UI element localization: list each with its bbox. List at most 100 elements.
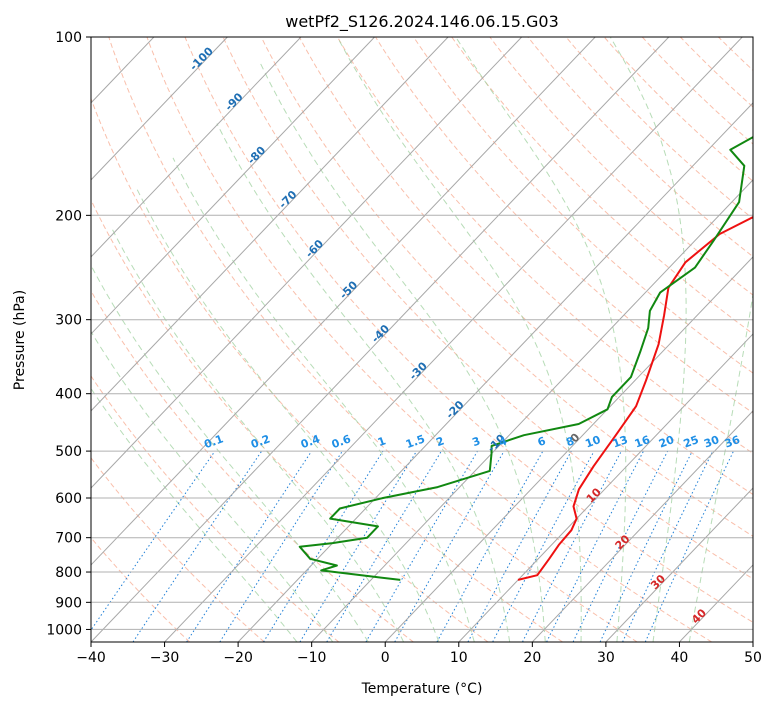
mixing-ratio-label: 1.5 (404, 432, 427, 451)
y-tick-label: 700 (55, 531, 82, 547)
dry-adiabat (375, 37, 753, 414)
mixing-ratio-label: 6 (536, 434, 548, 449)
moist-adiabat (91, 387, 298, 642)
mixing-ratio-label: 30 (702, 433, 721, 451)
y-tick-label: 600 (55, 491, 82, 507)
mixing-ratio-label: 16 (633, 433, 652, 451)
isotherm (531, 410, 753, 642)
plot-background (91, 37, 753, 642)
moist-adiabat (136, 187, 440, 642)
isotherm (237, 102, 753, 642)
temperature-line (517, 216, 753, 581)
y-tick-label: 300 (55, 313, 82, 329)
isotherm (605, 487, 753, 642)
dry-adiabat (527, 37, 753, 258)
dry-adiabat (91, 198, 489, 642)
x-tick-label: 30 (597, 650, 615, 666)
mixing-ratio-line (219, 450, 343, 642)
y-tick-label: 400 (55, 387, 82, 403)
dry-adiabat (641, 37, 753, 145)
moist-adiabat (688, 291, 753, 642)
isotherm (91, 37, 523, 489)
mixing-ratio-label: 0.2 (249, 432, 272, 451)
mixing-ratio-label: 10 (583, 433, 602, 451)
dry-adiabat (260, 37, 753, 537)
mixing-ratio-label: 0.1 (202, 432, 225, 451)
mixing-ratio-label: 4 (497, 434, 509, 449)
isotherm (384, 256, 753, 642)
isotherm (91, 37, 228, 181)
chart-title: wetPf2_S126.2024.146.06.15.G03 (285, 12, 559, 32)
x-tick-label: 10 (450, 650, 468, 666)
dry-adiabat (336, 37, 753, 454)
dry-adiabat (565, 37, 753, 220)
isotherm (752, 641, 753, 642)
mixing-ratio-label: 25 (682, 433, 701, 450)
isotherm (91, 37, 302, 258)
mixing-ratio-label: 8 (564, 434, 576, 449)
dry-adiabat (413, 37, 753, 374)
isotherm (91, 37, 670, 642)
y-tick-label: 900 (55, 595, 82, 611)
y-tick-label: 200 (55, 208, 82, 224)
moist-adiabat (172, 157, 475, 642)
x-axis: −40 −30 −20 −10 0 10 20 30 40 50 (76, 642, 762, 666)
moist-adiabat (111, 227, 405, 642)
dry-adiabat (91, 536, 191, 642)
x-axis-label: Temperature (°C) (361, 681, 483, 697)
x-tick-label: −30 (150, 650, 180, 666)
mixing-ratio-line (132, 450, 263, 642)
isotherm (91, 37, 449, 412)
dry-adiabat (91, 457, 265, 642)
dry-adiabat (451, 37, 753, 335)
mixing-ratio-line (572, 450, 669, 642)
mixing-ratio-label: 1 (376, 434, 388, 449)
dry-adiabat (146, 37, 713, 642)
x-tick-label: 50 (744, 650, 762, 666)
moist-adiabat (259, 61, 546, 642)
mixing-ratio-line (436, 450, 544, 642)
dry-adiabat (184, 37, 753, 623)
x-tick-label: 40 (671, 650, 689, 666)
x-tick-label: −40 (76, 650, 106, 666)
mixing-ratio-label: 0.6 (330, 432, 353, 451)
y-axis-label: Pressure (hPa) (12, 290, 28, 390)
mixing-ratio-label: 2 (434, 434, 446, 449)
dry-adiabat (222, 37, 753, 580)
y-tick-label: 100 (55, 30, 82, 46)
isotherm (0, 37, 7, 642)
y-tick-label: 800 (55, 565, 82, 581)
x-tick-label: 0 (381, 650, 390, 666)
x-tick-label: −10 (297, 650, 327, 666)
mixing-ratio-line (186, 450, 313, 642)
dry-adiabat (603, 37, 753, 182)
dry-adiabat (757, 37, 775, 642)
x-tick-label: −20 (223, 650, 253, 666)
isotherm (164, 37, 743, 642)
y-axis: 100 200 300 400 500 600 700 800 900 1000 (46, 30, 91, 638)
dry-adiabat (91, 289, 414, 642)
dry-adiabat (298, 37, 753, 496)
mixing-ratio-label: 3 (470, 434, 482, 449)
mixing-ratio-line (299, 450, 418, 642)
mixing-ratio-label: 13 (611, 433, 630, 450)
pressure-gridlines (91, 37, 753, 630)
mixing-ratio-line (467, 450, 572, 642)
mixing-ratio-line (546, 450, 644, 642)
moist-adiabat (91, 330, 334, 642)
mixing-ratio-label: 20 (657, 433, 676, 451)
plot-frame (90, 36, 754, 643)
x-tick-label: 20 (523, 650, 541, 666)
isotherm (458, 333, 753, 642)
y-tick-label: 500 (55, 444, 82, 460)
mixing-ratio-line (91, 450, 216, 631)
dewpoint-line (298, 136, 753, 581)
isotherm (91, 37, 375, 335)
y-tick-label: 1000 (46, 622, 82, 638)
series-layer (298, 136, 753, 581)
isotherm (311, 179, 753, 642)
dry-adiabat (91, 97, 563, 642)
isotherm (91, 37, 596, 566)
mixing-ratio-label: 36 (723, 433, 742, 451)
